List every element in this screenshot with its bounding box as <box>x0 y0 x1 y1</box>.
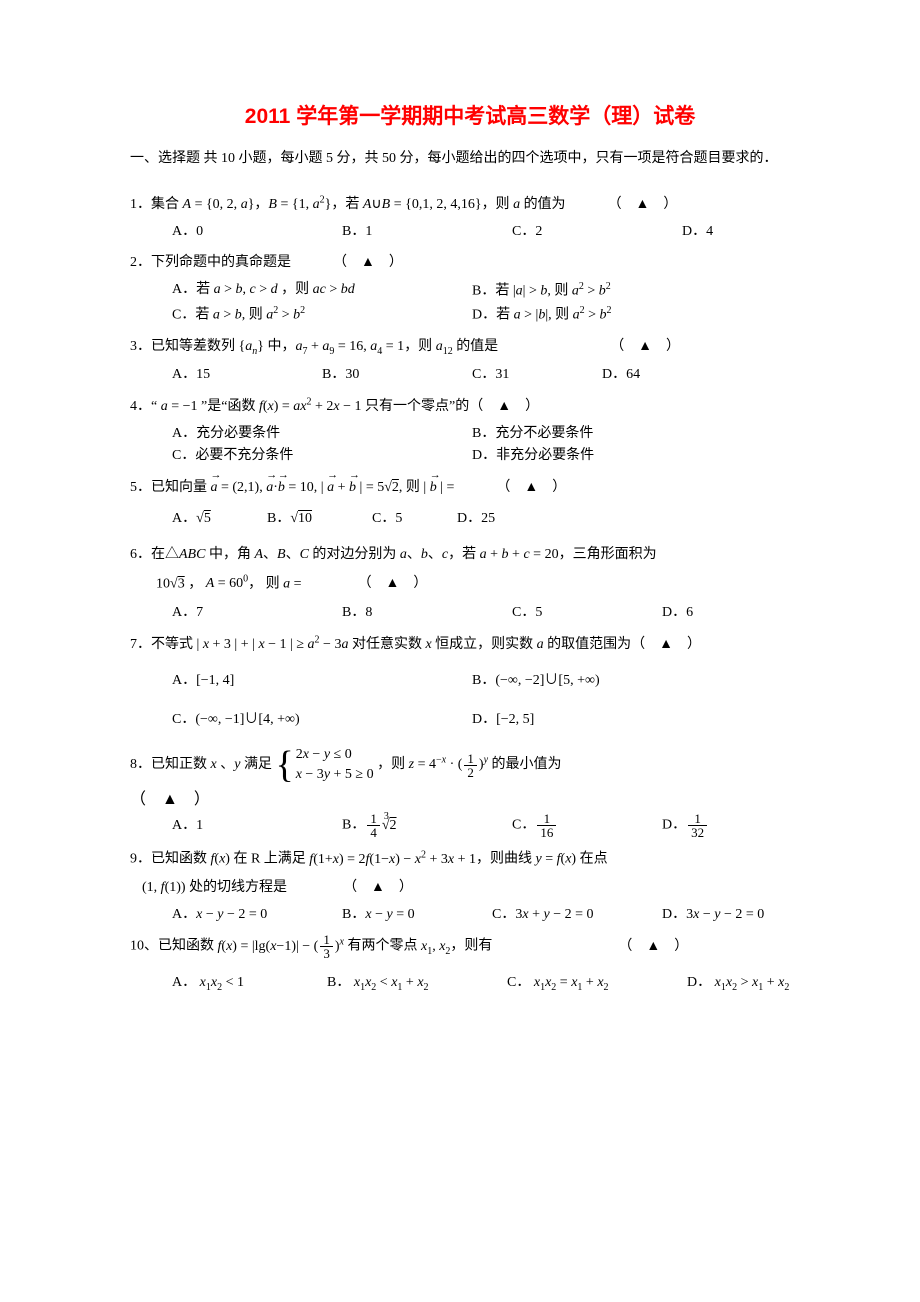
q1-optB: B．1 <box>342 221 512 243</box>
q5-stem: 5．已知向量 a = (2,1), a·b = 10, | a + b | = … <box>130 480 566 495</box>
blank-marker: （ ▲ ） <box>608 191 678 219</box>
q7-optA: A．[−1, 4] <box>172 661 472 700</box>
q9-optD: D．3x − y − 2 = 0 <box>662 904 764 926</box>
q3-optD: D．64 <box>602 364 640 386</box>
blank-marker: （ ▲ ） <box>618 933 688 961</box>
blank-marker: （ ▲ ） <box>333 249 403 277</box>
q6-stem-line1: 6．在△ABC 中，角 A、B、C 的对边分别为 a、b、c，若 a + b +… <box>130 541 810 569</box>
q6-optC: C．5 <box>512 602 662 624</box>
q9-optC: C．3x + y − 2 = 0 <box>492 904 662 926</box>
q4-options: A．充分必要条件 B．充分不必要条件 C．必要不充分条件 D．非充分必要条件 <box>130 423 810 468</box>
q2-options: A．若 a > b, c > d ，则 ac > bd B．若 |a| > b,… <box>130 279 810 327</box>
question-10: 10、已知函数 f(x) = |lg(x−1)| − (13)x 有两个零点 x… <box>130 932 810 961</box>
question-4: 4．“ a = −1 ”是“函数 f(x) = ax2 + 2x − 1 只有一… <box>130 392 810 421</box>
exam-page: 2011 学年第一学期期中考试高三数学（理）试卷 一、选择题 共 10 小题，每… <box>0 0 920 1060</box>
q1-options: A．0 B．1 C．2 D．4 <box>130 221 810 243</box>
q10-optC: C． x1x2 = x1 + x2 <box>507 972 687 996</box>
q8-optD: D．132 <box>662 812 709 839</box>
q9-stem-line1: 9．已知函数 f(x) 在 R 上满足 f(1+x) = 2f(1−x) − x… <box>130 845 810 874</box>
question-9: 9．已知函数 f(x) 在 R 上满足 f(1+x) = 2f(1−x) − x… <box>130 845 810 902</box>
blank-marker: （ ▲ ） <box>343 874 413 902</box>
q1-optC: C．2 <box>512 221 682 243</box>
question-7: 7．不等式 | x + 3 | + | x − 1 | ≥ a2 − 3a 对任… <box>130 630 810 659</box>
q10-stem: 10、已知函数 f(x) = |lg(x−1)| − (13)x 有两个零点 x… <box>130 939 492 954</box>
q9-optB: B．x − y = 0 <box>342 904 492 926</box>
q8-optB: B．143√2 <box>342 812 512 839</box>
q7-optB: B．(−∞, −2]∪[5, +∞) <box>472 661 600 700</box>
blank-marker: （ ▲ ） <box>496 474 566 502</box>
q1-stem: 1．集合 A = {0, 2, a}，B = {1, a2}，若 A∪B = {… <box>130 197 677 212</box>
question-3: 3．已知等差数列 {an} 中，a7 + a9 = 16, a4 = 1，则 a… <box>130 333 810 362</box>
q7-optD: D．[−2, 5] <box>472 700 534 739</box>
q5-optC: C．5 <box>372 504 457 535</box>
q1-optD: D．4 <box>682 221 713 243</box>
q4-optB: B．充分不必要条件 <box>472 423 593 445</box>
q5-optB: B．√10 <box>267 504 372 535</box>
q8-options: A．1 B．143√2 C．116 D．132 <box>130 812 810 839</box>
q8-optC: C．116 <box>512 812 662 839</box>
q7-options: A．[−1, 4] B．(−∞, −2]∪[5, +∞) C．(−∞, −1]∪… <box>130 661 810 739</box>
question-2: 2．下列命题中的真命题是 （ ▲ ） <box>130 249 810 277</box>
q9-optA: A．x − y − 2 = 0 <box>172 904 342 926</box>
q8-stem: 8．已知正数 x 、y 满足 { 2x − y ≤ 0 x − 3y + 5 ≥… <box>130 757 562 772</box>
page-title: 2011 学年第一学期期中考试高三数学（理）试卷 <box>130 100 810 134</box>
q10-options: A． x1x2 < 1 B． x1x2 < x1 + x2 C． x1x2 = … <box>130 972 810 996</box>
q7-stem: 7．不等式 | x + 3 | + | x − 1 | ≥ a2 − 3a 对任… <box>130 637 701 652</box>
section-intro: 一、选择题 共 10 小题，每小题 5 分，共 50 分，每小题给出的四个选项中… <box>130 148 810 170</box>
q2-optB: B．若 |a| > b, 则 a2 > b2 <box>472 279 611 303</box>
q3-optB: B．30 <box>322 364 472 386</box>
q6-optD: D．6 <box>662 602 693 624</box>
question-1: 1．集合 A = {0, 2, a}，B = {1, a2}，若 A∪B = {… <box>130 190 810 219</box>
q9-stem-line2: (1, f(1)) 处的切线方程是 （ ▲ ） <box>130 874 810 902</box>
q10-optA: A． x1x2 < 1 <box>172 972 327 996</box>
q2-stem: 2．下列命题中的真命题是 <box>130 255 291 270</box>
q6-optB: B．8 <box>342 602 512 624</box>
q6-stem-line2: 10√3 ， A = 600， 则 a = （ ▲ ） <box>130 569 810 600</box>
question-5: 5．已知向量 a = (2,1), a·b = 10, | a + b | = … <box>130 474 810 502</box>
q2-optD: D．若 a > |b|, 则 a2 > b2 <box>472 303 612 327</box>
q3-optC: C．31 <box>472 364 602 386</box>
blank-marker: （ ▲ ） <box>469 393 539 421</box>
q5-optD: D．25 <box>457 504 495 535</box>
q7-optC: C．(−∞, −1]∪[4, +∞) <box>172 700 472 739</box>
question-8: 8．已知正数 x 、y 满足 { 2x − y ≤ 0 x − 3y + 5 ≥… <box>130 745 810 784</box>
q3-stem: 3．已知等差数列 {an} 中，a7 + a9 = 16, a4 = 1，则 a… <box>130 339 498 354</box>
q2-optC: C．若 a > b, 则 a2 > b2 <box>172 303 472 327</box>
blank-marker: （ ▲ ） <box>631 631 701 659</box>
q8-optA: A．1 <box>172 815 342 837</box>
q10-optD: D． x1x2 > x1 + x2 <box>687 972 789 996</box>
q5-options: A．√5 B．√10 C．5 D．25 <box>130 504 810 535</box>
q5-optA: A．√5 <box>172 504 267 535</box>
q4-stem: 4．“ a = −1 ”是“函数 f(x) = ax2 + 2x − 1 只有一… <box>130 399 539 414</box>
blank-marker: （ ▲ ） <box>358 569 428 600</box>
q4-optA: A．充分必要条件 <box>172 423 472 445</box>
q6-optA: A．7 <box>172 602 342 624</box>
q3-options: A．15 B．30 C．31 D．64 <box>130 364 810 386</box>
q2-optA: A．若 a > b, c > d ，则 ac > bd <box>172 279 472 303</box>
q10-optB: B． x1x2 < x1 + x2 <box>327 972 507 996</box>
question-6: 6．在△ABC 中，角 A、B、C 的对边分别为 a、b、c，若 a + b +… <box>130 541 810 600</box>
q1-optA: A．0 <box>172 221 342 243</box>
blank-marker: （ ▲ ） <box>610 333 680 361</box>
q9-options: A．x − y − 2 = 0 B．x − y = 0 C．3x + y − 2… <box>130 904 810 926</box>
q6-options: A．7 B．8 C．5 D．6 <box>130 602 810 624</box>
q3-optA: A．15 <box>172 364 322 386</box>
q8-blank-line: （ ▲ ） <box>130 787 810 813</box>
q4-optD: D．非充分必要条件 <box>472 445 594 467</box>
